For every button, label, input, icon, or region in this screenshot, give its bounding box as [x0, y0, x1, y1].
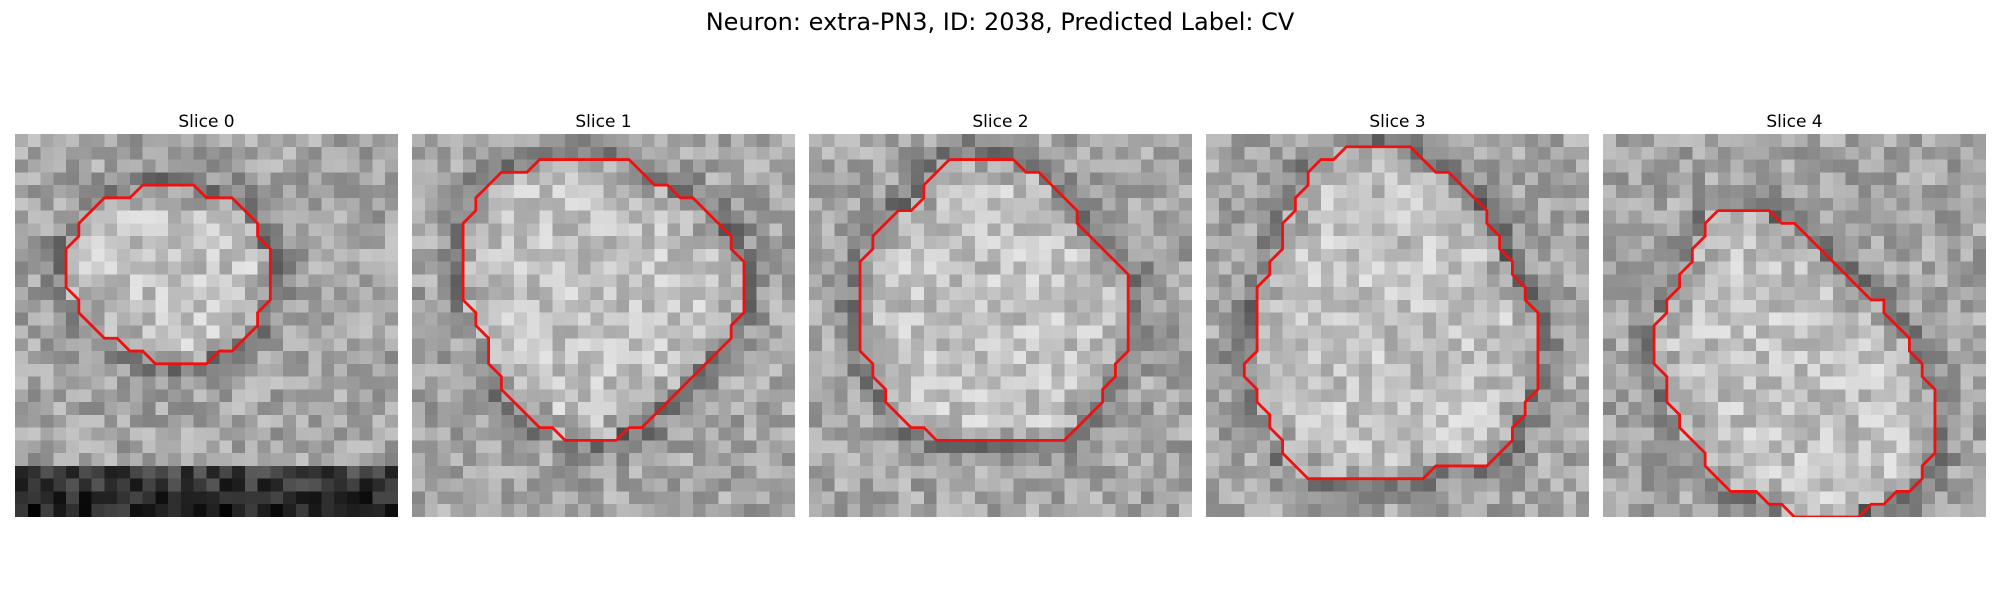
slice-title: Slice 1: [575, 112, 632, 132]
slice-image: [1206, 134, 1589, 517]
slice-image: [809, 134, 1192, 517]
contour-line: [461, 158, 746, 442]
slice-panel-1: Slice 1: [412, 110, 795, 517]
slice-contour: [461, 158, 746, 442]
slice-title: Slice 0: [178, 112, 235, 132]
slice-contour: [1652, 209, 1937, 517]
slice-microscopy: [1206, 134, 1589, 517]
contour-line: [1652, 209, 1937, 517]
slice-contour: [858, 158, 1130, 442]
slice-contour: [1242, 145, 1540, 481]
slice-panel-3: Slice 3: [1206, 110, 1589, 517]
slice-image: [1603, 134, 1986, 517]
slice-contour: [64, 183, 272, 366]
contour-line: [858, 158, 1130, 442]
slice-microscopy: [1603, 134, 1986, 517]
slice-image: [412, 134, 795, 517]
figure-title: Neuron: extra-PN3, ID: 2038, Predicted L…: [705, 8, 1295, 36]
slice-title: Slice 3: [1369, 112, 1426, 132]
contour-line: [1242, 145, 1540, 481]
slice-panel-4: Slice 4: [1603, 110, 1986, 517]
slice-title: Slice 4: [1766, 112, 1823, 132]
slice-title: Slice 2: [972, 112, 1029, 132]
slice-image: [15, 134, 398, 517]
slice-panel-2: Slice 2: [809, 110, 1192, 517]
slice-panel-0: Slice 0: [15, 110, 398, 517]
contour-line: [64, 183, 272, 366]
